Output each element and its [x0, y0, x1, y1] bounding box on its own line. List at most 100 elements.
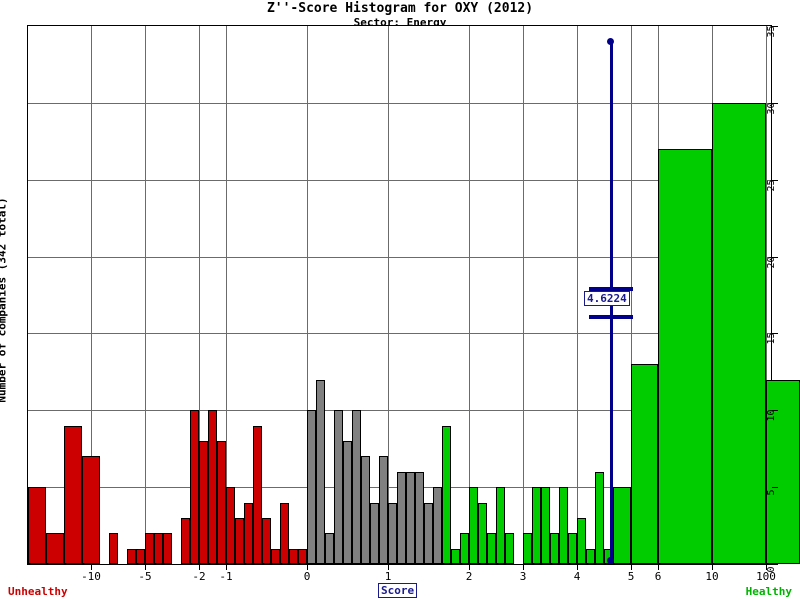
histogram-bar — [496, 487, 505, 564]
x-tick-label: -2 — [192, 570, 206, 583]
histogram-bar — [199, 441, 208, 564]
histogram-bar — [352, 410, 361, 564]
x-axis-label: Score — [378, 583, 418, 598]
histogram-bar — [406, 471, 415, 564]
x-tick-label: 6 — [654, 570, 662, 583]
y-tick-label: 10 — [766, 409, 777, 422]
gridline-x--2 — [199, 26, 200, 564]
histogram-bar — [613, 487, 631, 564]
histogram-bar — [280, 502, 289, 564]
gridline-x-1 — [388, 26, 389, 564]
plot-area — [27, 25, 800, 565]
x-tick — [577, 565, 578, 570]
histogram-bar — [712, 102, 766, 564]
gridline-x-2 — [469, 26, 470, 564]
gridline-x-0 — [307, 26, 308, 564]
histogram-bar — [46, 533, 64, 564]
histogram-bar — [208, 410, 217, 564]
histogram-bar — [235, 517, 244, 564]
gridline-y-30 — [28, 102, 771, 104]
histogram-bar — [109, 533, 118, 564]
y-tick-label: 25 — [766, 179, 777, 192]
histogram-bar — [271, 548, 280, 564]
histogram-bar — [163, 533, 172, 564]
y-tick — [772, 410, 778, 412]
histogram-bar — [217, 441, 226, 564]
histogram-bar — [451, 548, 460, 564]
histogram-bar — [226, 487, 235, 564]
histogram-bar — [631, 364, 658, 564]
histogram-bar — [415, 471, 424, 564]
y-tick-label: 20 — [766, 256, 777, 269]
histogram-bar — [343, 441, 352, 564]
marker-bar-bottom — [589, 314, 633, 319]
histogram-bar — [127, 548, 136, 564]
x-tick-label: 2 — [465, 570, 473, 583]
y-tick — [772, 102, 778, 104]
histogram-bar — [568, 533, 577, 564]
marker-dot-bottom — [607, 557, 614, 564]
histogram-bar — [523, 533, 532, 564]
histogram-bar — [298, 548, 307, 564]
gridline-x--5 — [145, 26, 146, 564]
x-tick-label: -10 — [81, 570, 101, 583]
x-tick-label: 4 — [573, 570, 581, 583]
gridline-x-4 — [577, 26, 578, 564]
x-tick-label: -5 — [138, 570, 152, 583]
y-tick — [772, 333, 778, 335]
x-tick — [766, 565, 767, 570]
histogram-bar — [379, 456, 388, 564]
histogram-bar — [388, 502, 397, 564]
x-tick — [307, 565, 308, 570]
x-tick-label: 5 — [627, 570, 635, 583]
histogram-bar — [316, 379, 325, 564]
x-tick — [469, 565, 470, 570]
histogram-bar — [469, 487, 478, 564]
x-tick-label: -1 — [219, 570, 233, 583]
page-title: Z''-Score Histogram for OXY (2012) — [266, 1, 534, 16]
x-tick-label: 100 — [756, 570, 776, 583]
x-tick — [712, 565, 713, 570]
histogram-bar — [586, 548, 595, 564]
gridline-x-5 — [631, 26, 632, 564]
marker-value-label: 4.6224 — [584, 290, 630, 306]
histogram-bar — [766, 379, 800, 564]
histogram-bar — [325, 533, 334, 564]
histogram-bar — [82, 456, 100, 564]
histogram-bar — [154, 533, 163, 564]
x-tick — [91, 565, 92, 570]
histogram-bar — [478, 502, 487, 564]
gridline-y-10 — [28, 410, 771, 412]
histogram-bar — [262, 517, 271, 564]
y-axis-title: Number of companies (342 total) — [0, 197, 9, 403]
marker-bar-top — [589, 287, 633, 292]
x-tick-label: 3 — [519, 570, 527, 583]
gridline-x-100 — [766, 26, 767, 564]
y-tick-label: 15 — [766, 332, 777, 345]
histogram-bar — [64, 425, 82, 564]
x-tick — [388, 565, 389, 570]
histogram-bar — [145, 533, 154, 564]
histogram-bar — [442, 425, 451, 564]
gridline-x--10 — [91, 26, 92, 564]
unhealthy-label: Unhealthy — [8, 585, 68, 598]
histogram-bar — [532, 487, 541, 564]
x-tick-label: 10 — [705, 570, 719, 583]
gridline-y-15 — [28, 333, 771, 335]
histogram-bar — [307, 410, 316, 564]
histogram-bar — [433, 487, 442, 564]
histogram-bar — [658, 148, 712, 564]
histogram-bar — [136, 548, 145, 564]
histogram-bar — [397, 471, 406, 564]
y-tick — [772, 26, 778, 27]
gridline-x--1 — [226, 26, 227, 564]
histogram-bar — [181, 517, 190, 564]
x-tick-label: 1 — [384, 570, 392, 583]
x-tick — [631, 565, 632, 570]
histogram-bar — [28, 487, 46, 564]
y-tick — [772, 256, 778, 258]
gridline-y-20 — [28, 256, 771, 258]
y-tick-label: 5 — [766, 489, 777, 496]
histogram-bar — [487, 533, 496, 564]
